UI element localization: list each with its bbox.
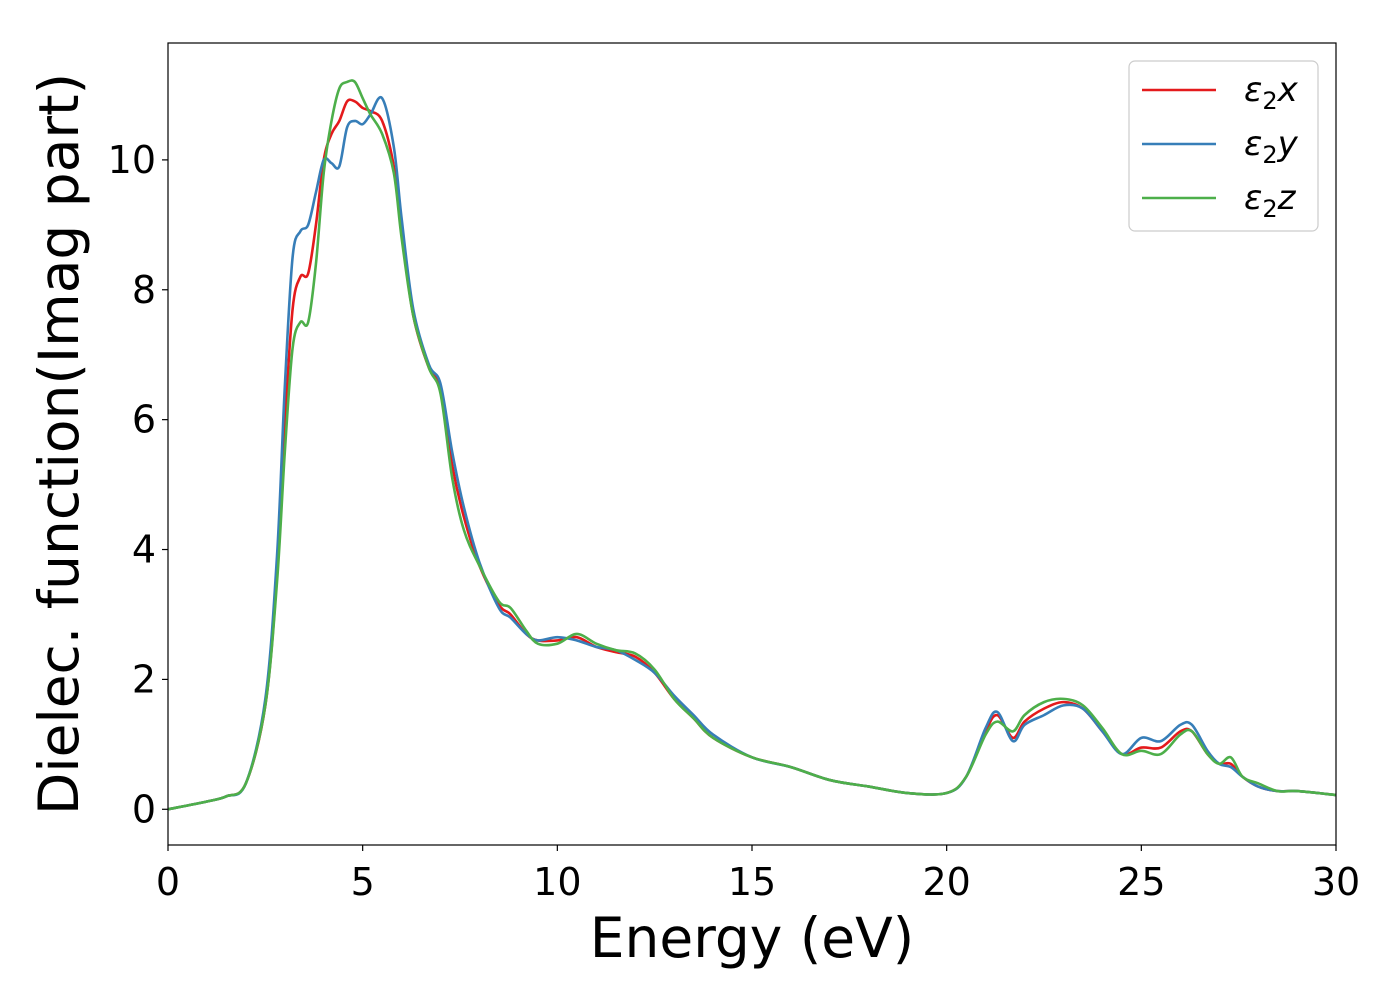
- y-tick-label: 0: [132, 787, 156, 831]
- y-tick-label: 6: [132, 398, 156, 442]
- x-tick-label: 20: [922, 860, 970, 904]
- legend: ε2x ε2y ε2z: [1128, 60, 1319, 232]
- y-tick-label: 4: [132, 528, 156, 572]
- legend-label-y: ε2y: [1244, 124, 1299, 169]
- x-axis: 0 5 10 15 20 25 30: [156, 845, 1360, 904]
- series-line-y: [167, 95, 1337, 811]
- y-tick-label: 8: [132, 268, 156, 312]
- series-layer: [167, 79, 1337, 811]
- x-tick-label: 15: [728, 860, 776, 904]
- x-axis-title: Energy (eV): [590, 906, 914, 970]
- y-axis: 0 2 4 6 8 10: [108, 138, 168, 831]
- x-tick-label: 25: [1117, 860, 1165, 904]
- x-tick-label: 5: [351, 860, 375, 904]
- x-tick-label: 0: [156, 860, 180, 904]
- y-axis-title: Dielec. function(Imag part): [27, 73, 91, 815]
- series-line-z: [167, 79, 1337, 811]
- y-tick-label: 10: [108, 138, 156, 182]
- legend-frame: [1128, 60, 1319, 232]
- x-tick-label: 30: [1312, 860, 1360, 904]
- legend-label-z: ε2z: [1244, 178, 1297, 223]
- y-tick-label: 2: [132, 657, 156, 701]
- series-line-x: [167, 98, 1337, 811]
- x-tick-label: 10: [533, 860, 581, 904]
- legend-label-x: ε2x: [1244, 70, 1299, 115]
